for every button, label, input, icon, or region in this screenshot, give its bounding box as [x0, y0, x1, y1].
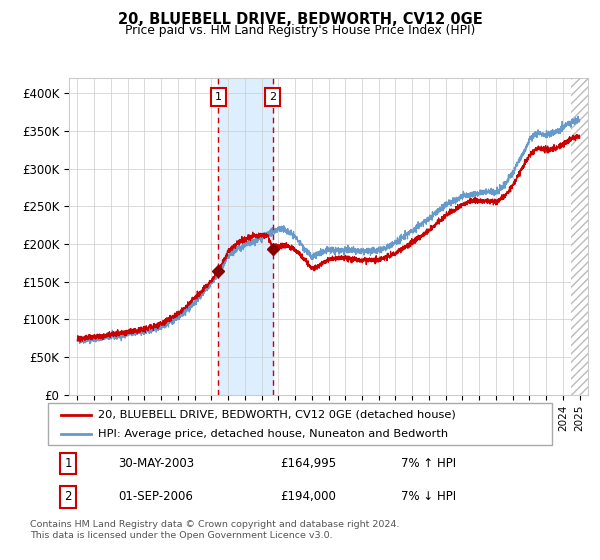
Text: 1: 1 [64, 457, 72, 470]
Text: 7% ↓ HPI: 7% ↓ HPI [401, 491, 456, 503]
Text: £164,995: £164,995 [280, 457, 336, 470]
FancyBboxPatch shape [48, 403, 552, 445]
Bar [571, 78, 590, 395]
Text: 01-SEP-2006: 01-SEP-2006 [119, 491, 193, 503]
Text: 2: 2 [64, 491, 72, 503]
Text: £194,000: £194,000 [280, 491, 336, 503]
Bar [571, 78, 590, 395]
Text: 7% ↑ HPI: 7% ↑ HPI [401, 457, 456, 470]
Text: Price paid vs. HM Land Registry's House Price Index (HPI): Price paid vs. HM Land Registry's House … [125, 24, 475, 37]
Text: HPI: Average price, detached house, Nuneaton and Bedworth: HPI: Average price, detached house, Nune… [98, 429, 449, 439]
Text: Contains HM Land Registry data © Crown copyright and database right 2024.
This d: Contains HM Land Registry data © Crown c… [30, 520, 400, 540]
Bar [218, 78, 273, 395]
Text: 1: 1 [215, 92, 221, 102]
Text: 20, BLUEBELL DRIVE, BEDWORTH, CV12 0GE: 20, BLUEBELL DRIVE, BEDWORTH, CV12 0GE [118, 12, 482, 27]
Text: 30-MAY-2003: 30-MAY-2003 [119, 457, 194, 470]
Text: 20, BLUEBELL DRIVE, BEDWORTH, CV12 0GE (detached house): 20, BLUEBELL DRIVE, BEDWORTH, CV12 0GE (… [98, 409, 456, 419]
Text: 2: 2 [269, 92, 277, 102]
